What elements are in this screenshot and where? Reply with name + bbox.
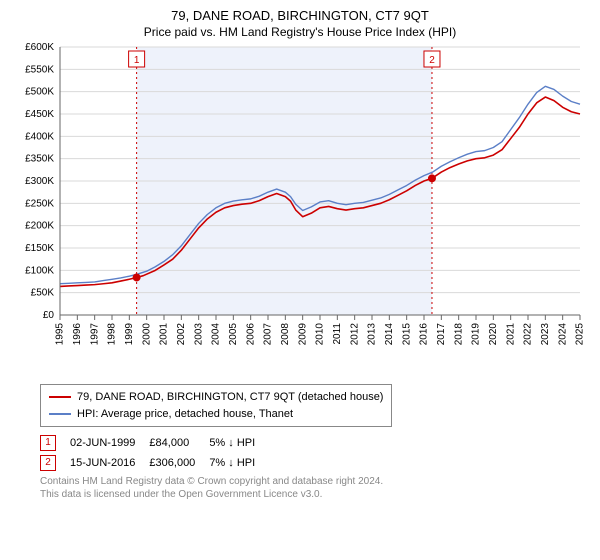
svg-text:£200K: £200K — [25, 221, 54, 232]
line-chart: £0 £50K £100K £150K £200K £250K £300K £350K £400… — [12, 43, 588, 373]
svg-text:2020: 2020 — [488, 323, 499, 346]
svg-text:2025: 2025 — [575, 323, 586, 346]
svg-text:1999: 1999 — [124, 323, 135, 346]
svg-text:2003: 2003 — [193, 323, 204, 346]
svg-text:2: 2 — [429, 55, 435, 66]
svg-text:£0: £0 — [43, 310, 55, 321]
sales-table: 1 02-JUN-1999 £84,000 5% ↓ HPI 2 15-JUN-… — [40, 433, 269, 473]
svg-text:£350K: £350K — [25, 154, 54, 165]
svg-text:£50K: £50K — [31, 288, 55, 299]
sale-date: 02-JUN-1999 — [70, 433, 149, 453]
svg-text:1: 1 — [134, 55, 140, 66]
chart-title: 79, DANE ROAD, BIRCHINGTON, CT7 9QT — [12, 8, 588, 23]
table-row: 2 15-JUN-2016 £306,000 7% ↓ HPI — [40, 453, 269, 473]
svg-text:£550K: £550K — [25, 64, 54, 75]
svg-text:2019: 2019 — [471, 323, 482, 346]
svg-text:2002: 2002 — [176, 323, 187, 346]
svg-text:£100K: £100K — [25, 265, 54, 276]
svg-text:2024: 2024 — [557, 323, 568, 346]
sale-marker-1: 1 — [40, 435, 56, 451]
sale-delta: 7% ↓ HPI — [209, 453, 269, 473]
svg-text:2011: 2011 — [332, 323, 343, 345]
svg-text:2013: 2013 — [367, 323, 378, 346]
svg-text:2010: 2010 — [315, 323, 326, 346]
svg-text:£600K: £600K — [25, 43, 54, 53]
svg-text:£400K: £400K — [25, 131, 54, 142]
legend-swatch-blue — [49, 413, 71, 415]
legend-label: HPI: Average price, detached house, Than… — [77, 406, 293, 423]
svg-text:2009: 2009 — [297, 323, 308, 346]
legend-swatch-red — [49, 396, 71, 398]
chart-subtitle: Price paid vs. HM Land Registry's House … — [12, 25, 588, 39]
svg-text:1996: 1996 — [72, 323, 83, 346]
legend: 79, DANE ROAD, BIRCHINGTON, CT7 9QT (det… — [40, 384, 392, 427]
svg-text:2000: 2000 — [141, 323, 152, 346]
footer-line: This data is licensed under the Open Gov… — [40, 488, 588, 501]
svg-text:£250K: £250K — [25, 198, 54, 209]
footer-line: Contains HM Land Registry data © Crown c… — [40, 475, 588, 488]
svg-text:£500K: £500K — [25, 87, 54, 98]
svg-text:2005: 2005 — [228, 323, 239, 346]
svg-text:2006: 2006 — [245, 323, 256, 346]
svg-text:1998: 1998 — [107, 323, 118, 346]
svg-text:1997: 1997 — [89, 323, 100, 346]
chart-container: 79, DANE ROAD, BIRCHINGTON, CT7 9QT Pric… — [0, 0, 600, 505]
svg-text:1995: 1995 — [55, 323, 66, 346]
svg-text:2008: 2008 — [280, 323, 291, 346]
svg-text:2012: 2012 — [349, 323, 360, 346]
footer-attribution: Contains HM Land Registry data © Crown c… — [40, 475, 588, 501]
svg-text:2023: 2023 — [540, 323, 551, 346]
legend-item-hpi: HPI: Average price, detached house, Than… — [49, 406, 383, 423]
sale-marker-2: 2 — [40, 455, 56, 471]
sale-price: £306,000 — [149, 453, 209, 473]
legend-label: 79, DANE ROAD, BIRCHINGTON, CT7 9QT (det… — [77, 389, 383, 406]
chart-area: £0 £50K £100K £150K £200K £250K £300K £350K £400… — [12, 43, 588, 378]
svg-text:2017: 2017 — [436, 323, 447, 346]
svg-text:2016: 2016 — [419, 323, 430, 346]
svg-text:2015: 2015 — [401, 323, 412, 346]
legend-item-price-paid: 79, DANE ROAD, BIRCHINGTON, CT7 9QT (det… — [49, 389, 383, 406]
svg-text:2021: 2021 — [505, 323, 516, 346]
svg-text:2007: 2007 — [263, 323, 274, 346]
sale-date: 15-JUN-2016 — [70, 453, 149, 473]
svg-text:2014: 2014 — [384, 323, 395, 346]
svg-text:2004: 2004 — [211, 323, 222, 346]
table-row: 1 02-JUN-1999 £84,000 5% ↓ HPI — [40, 433, 269, 453]
sale-delta: 5% ↓ HPI — [209, 433, 269, 453]
svg-text:£450K: £450K — [25, 109, 54, 120]
svg-text:2001: 2001 — [159, 323, 170, 346]
svg-text:2022: 2022 — [523, 323, 534, 346]
svg-text:£300K: £300K — [25, 176, 54, 187]
sale-price: £84,000 — [149, 433, 209, 453]
svg-text:£150K: £150K — [25, 243, 54, 254]
svg-text:2018: 2018 — [453, 323, 464, 346]
